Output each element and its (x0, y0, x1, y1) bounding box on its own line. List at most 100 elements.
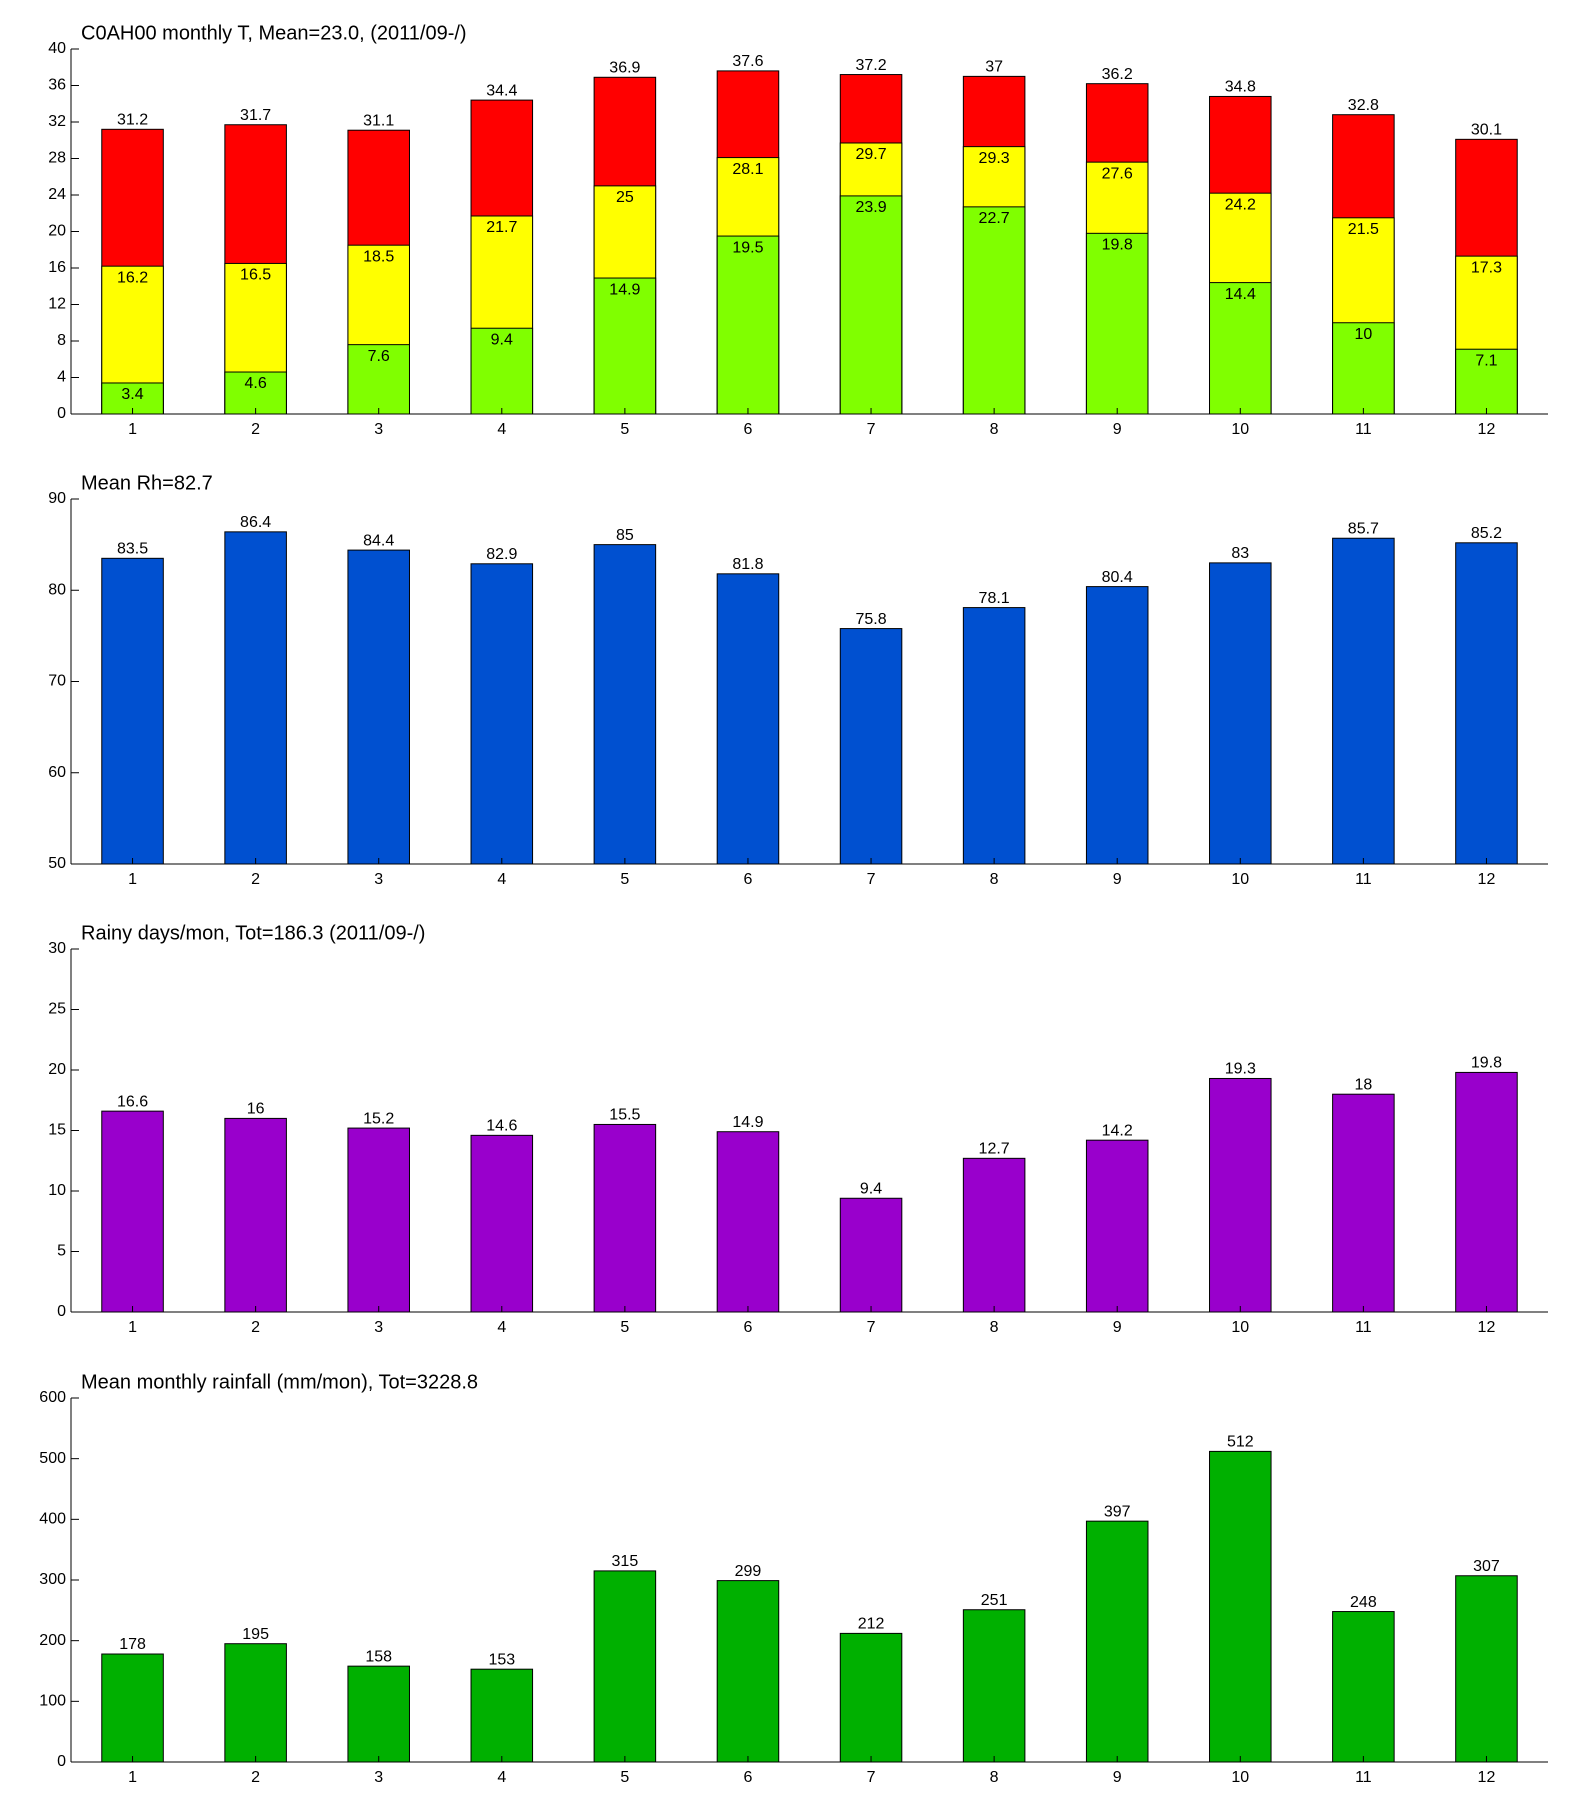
bar (1085, 1139, 1149, 1313)
y-tick-label: 4 (57, 369, 66, 386)
x-tick-label: 1 (128, 871, 137, 888)
x-tick-label: 6 (744, 871, 753, 888)
value-label: 7.1 (1475, 352, 1497, 369)
value-label: 7.6 (368, 348, 390, 365)
y-tick-label: 40 (48, 40, 66, 57)
bar (1209, 562, 1272, 865)
value-label: 23.9 (855, 199, 886, 216)
y-tick-label: 600 (39, 1389, 66, 1406)
value-label: 75.8 (855, 611, 886, 628)
value-label: 78.1 (979, 590, 1010, 607)
value-label: 212 (858, 1616, 885, 1633)
x-tick-label: 3 (374, 1319, 383, 1336)
bar (347, 1127, 410, 1313)
y-tick-label: 10 (48, 1182, 66, 1199)
y-tick-label: 15 (48, 1122, 66, 1139)
x-tick-label: 8 (990, 871, 999, 888)
x-tick-label: 11 (1355, 1319, 1372, 1336)
value-label: 37.6 (732, 53, 763, 70)
value-label: 397 (1104, 1503, 1131, 1520)
value-label: 19.5 (732, 239, 763, 256)
x-tick-label: 1 (128, 1319, 137, 1336)
y-tick-label: 80 (48, 581, 66, 598)
bar (839, 1197, 903, 1313)
value-label: 32.8 (1348, 97, 1379, 114)
x-tick-label: 12 (1478, 1319, 1496, 1336)
x-tick-label: 8 (990, 421, 999, 438)
value-label: 14.9 (609, 281, 640, 298)
y-tick-label: 32 (48, 113, 66, 130)
value-label: 81.8 (732, 556, 763, 573)
value-label: 85 (616, 527, 634, 544)
x-tick-label: 8 (990, 1319, 999, 1336)
x-tick-label: 2 (251, 1319, 260, 1336)
bar (1455, 1575, 1518, 1763)
bar (716, 235, 780, 415)
value-label: 16.5 (240, 267, 271, 284)
x-tick-label: 10 (1231, 1769, 1249, 1786)
value-label: 18 (1354, 1076, 1372, 1093)
value-label: 3.4 (121, 386, 143, 403)
value-label: 15.2 (363, 1110, 394, 1127)
bar (1209, 1077, 1272, 1313)
x-tick-label: 10 (1231, 871, 1249, 888)
x-tick-label: 9 (1113, 421, 1122, 438)
x-tick-label: 7 (867, 421, 876, 438)
bar (101, 557, 164, 865)
bar (839, 195, 903, 415)
value-label: 15.5 (609, 1107, 640, 1124)
value-label: 14.4 (1225, 286, 1256, 303)
bar (1455, 542, 1518, 865)
x-tick-label: 4 (497, 1769, 506, 1786)
value-label: 83.5 (117, 541, 148, 558)
x-tick-label: 11 (1355, 871, 1372, 888)
bar (962, 607, 1026, 865)
y-tick-label: 30 (48, 940, 66, 957)
value-label: 85.2 (1471, 525, 1502, 542)
bar (593, 1123, 657, 1313)
x-tick-label: 7 (867, 1769, 876, 1786)
y-tick-label: 12 (48, 296, 66, 313)
value-label: 24.2 (1225, 196, 1256, 213)
value-label: 34.4 (486, 82, 517, 99)
bar (1332, 1611, 1395, 1763)
y-tick-label: 8 (57, 332, 66, 349)
bar (224, 1117, 287, 1313)
bar (347, 549, 410, 865)
value-label: 307 (1473, 1558, 1500, 1575)
value-label: 28.1 (732, 161, 763, 178)
value-label: 84.4 (363, 532, 394, 549)
x-tick-label: 12 (1478, 421, 1496, 438)
x-tick-label: 7 (867, 1319, 876, 1336)
bar (1209, 282, 1272, 415)
x-tick-label: 11 (1355, 421, 1372, 438)
y-tick-label: 60 (48, 764, 66, 781)
value-label: 31.7 (240, 107, 271, 124)
bar (470, 327, 534, 415)
x-tick-label: 5 (620, 1319, 629, 1336)
y-tick-label: 5 (57, 1243, 66, 1260)
value-label: 12.7 (979, 1141, 1010, 1158)
bar (1332, 537, 1395, 865)
bar (1085, 586, 1149, 865)
y-tick-label: 0 (57, 1753, 66, 1770)
value-label: 80.4 (1102, 569, 1133, 586)
value-label: 251 (981, 1592, 1008, 1609)
bar (101, 1110, 164, 1313)
value-label: 19.3 (1225, 1061, 1256, 1078)
bar (347, 1665, 410, 1763)
value-label: 16 (247, 1101, 265, 1118)
value-label: 14.9 (732, 1114, 763, 1131)
bar (593, 544, 657, 865)
x-tick-label: 1 (128, 421, 137, 438)
value-label: 178 (119, 1636, 146, 1653)
y-tick-label: 300 (39, 1571, 66, 1588)
x-tick-label: 6 (744, 421, 753, 438)
x-tick-label: 12 (1478, 871, 1496, 888)
y-tick-label: 28 (48, 150, 66, 167)
x-tick-label: 10 (1231, 1319, 1249, 1336)
x-tick-label: 6 (744, 1319, 753, 1336)
x-tick-label: 7 (867, 871, 876, 888)
chart-title: Mean monthly rainfall (mm/mon), Tot=3228… (81, 1371, 478, 1393)
bar (716, 573, 780, 865)
